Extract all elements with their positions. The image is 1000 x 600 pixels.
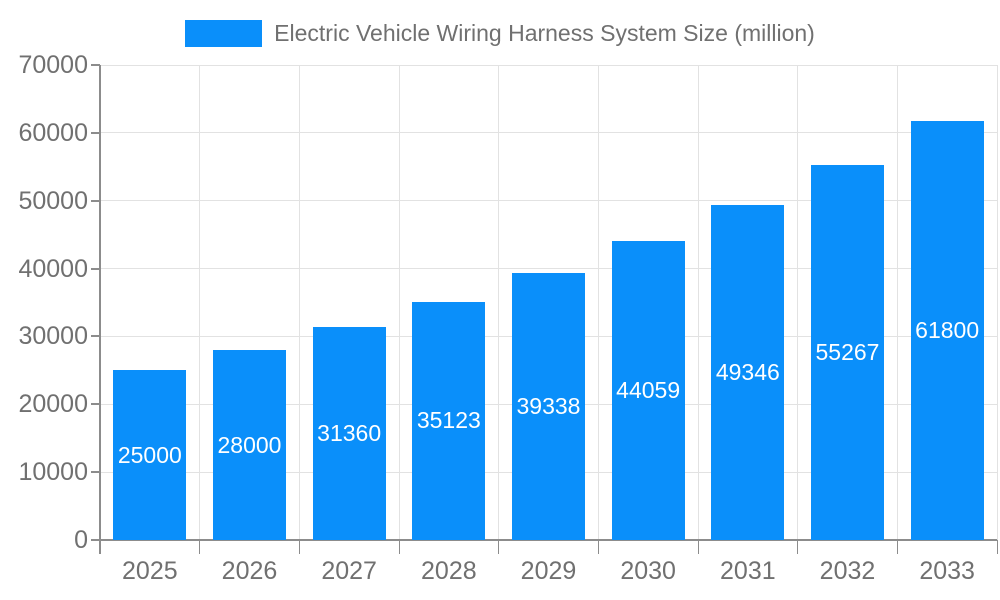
bar-2027[interactable]: 31360 — [312, 327, 386, 540]
bar-2029[interactable]: 39338 — [512, 273, 585, 540]
y-gridline — [100, 132, 997, 134]
x-axis-tick — [896, 540, 898, 554]
y-axis-label: 10000 — [18, 458, 88, 487]
y-axis-tick — [91, 539, 100, 541]
bar-value-label: 44059 — [616, 377, 681, 403]
x-axis-tick — [697, 540, 699, 554]
x-gridline — [896, 65, 898, 540]
x-gridline — [996, 65, 998, 540]
bar-value-label: 49346 — [715, 359, 780, 386]
y-axis-tick — [91, 131, 100, 134]
x-axis-label: 2028 — [421, 557, 477, 585]
x-axis-label: 2033 — [919, 557, 975, 585]
x-gridline — [597, 65, 599, 540]
x-axis-label: 2026 — [221, 557, 278, 585]
y-axis-tick — [91, 199, 100, 202]
x-axis-label: 2025 — [122, 557, 178, 585]
x-gridline — [697, 65, 699, 540]
x-axis-line — [99, 539, 997, 541]
legend-label: Electric Vehicle Wiring Harness System S… — [274, 20, 815, 46]
bar-2030[interactable]: 44059 — [611, 241, 685, 540]
y-axis-tick — [91, 64, 100, 66]
y-axis-tick — [91, 335, 100, 338]
x-axis-label: 2029 — [520, 557, 577, 585]
bar-value-label: 39338 — [516, 393, 581, 420]
bar-2031[interactable]: 49346 — [711, 205, 785, 540]
x-axis-label: 2030 — [620, 557, 676, 585]
y-axis-line — [99, 65, 101, 554]
y-axis-tick — [91, 403, 100, 406]
bar-2032[interactable]: 55267 — [811, 164, 884, 540]
bar-value-label: 28000 — [217, 431, 282, 458]
y-axis-label: 60000 — [18, 118, 88, 147]
x-axis-tick — [199, 540, 201, 554]
x-axis-label: 2031 — [720, 557, 776, 585]
y-gridline — [100, 268, 997, 270]
bar-2026[interactable]: 28000 — [213, 350, 286, 540]
legend-swatch — [185, 20, 263, 47]
x-axis-tick — [498, 540, 500, 554]
bar-2033[interactable]: 61800 — [910, 120, 984, 540]
x-gridline — [199, 65, 201, 540]
legend[interactable]: Electric Vehicle Wiring Harness System S… — [0, 20, 1000, 47]
y-gridline — [100, 64, 997, 66]
x-axis-label: 2032 — [819, 557, 876, 585]
x-gridline — [797, 65, 799, 540]
y-axis-tick — [91, 471, 100, 474]
bar-value-label: 61800 — [915, 316, 980, 343]
x-gridline — [398, 65, 400, 540]
y-axis-label: 70000 — [18, 51, 88, 79]
y-axis-label: 0 — [74, 526, 88, 554]
bar-value-label: 35123 — [416, 407, 481, 434]
x-axis-tick — [398, 540, 400, 554]
bar-value-label: 25000 — [117, 441, 182, 468]
y-axis-tick — [91, 267, 100, 270]
x-axis-label: 2027 — [321, 557, 377, 585]
y-axis-label: 50000 — [18, 186, 88, 215]
x-gridline — [498, 65, 500, 540]
x-gridline — [298, 65, 300, 540]
bar-2025[interactable]: 25000 — [113, 370, 187, 540]
y-axis-label: 20000 — [18, 390, 88, 419]
y-axis-label: 40000 — [18, 254, 88, 283]
bar-value-label: 31360 — [317, 420, 382, 447]
x-axis-tick — [996, 540, 998, 554]
x-axis-tick — [597, 540, 599, 554]
y-axis-label: 30000 — [18, 322, 88, 351]
x-axis-tick — [298, 540, 300, 554]
x-axis-tick — [797, 540, 799, 554]
bar-value-label: 55267 — [815, 338, 880, 365]
y-gridline — [100, 200, 997, 202]
bar-2028[interactable]: 35123 — [412, 301, 486, 540]
